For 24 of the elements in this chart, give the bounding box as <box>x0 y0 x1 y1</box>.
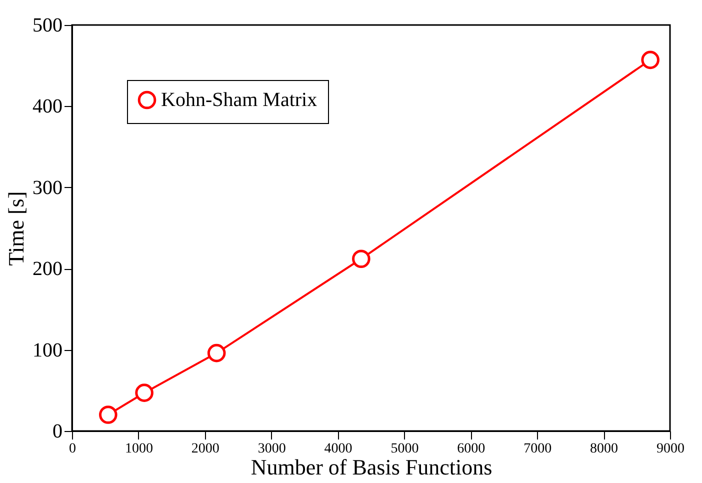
y-tick-label: 500 <box>32 14 62 36</box>
y-axis-title: Time [s] <box>4 191 28 266</box>
y-tick-label: 0 <box>52 420 62 442</box>
x-tick-label: 5000 <box>390 442 419 456</box>
x-tick-label: 7000 <box>524 442 552 456</box>
x-tick-label: 4000 <box>324 442 352 456</box>
point <box>641 50 660 70</box>
y-tick-label: 100 <box>32 339 62 362</box>
point <box>352 250 370 268</box>
point <box>135 384 154 402</box>
x-tick-label: 9000 <box>656 442 684 456</box>
point <box>207 344 226 362</box>
x-tick-label: 8000 <box>590 442 618 456</box>
x-tick-label: 0 <box>69 442 76 456</box>
x-tick-label: 6000 <box>457 442 486 456</box>
x-tick-label: 3000 <box>258 442 286 456</box>
legend-label: Kohn-Sham Matrix <box>161 89 318 111</box>
x-tick-label: 1000 <box>124 442 153 456</box>
x-axis-title: Number of Basis Functions <box>250 454 492 480</box>
y-tick-label: 200 <box>32 258 62 280</box>
x-tick-label: 2000 <box>191 442 220 456</box>
y-tick-label: 300 <box>32 176 62 199</box>
y-tick-label: 400 <box>32 96 62 118</box>
point <box>98 406 118 424</box>
